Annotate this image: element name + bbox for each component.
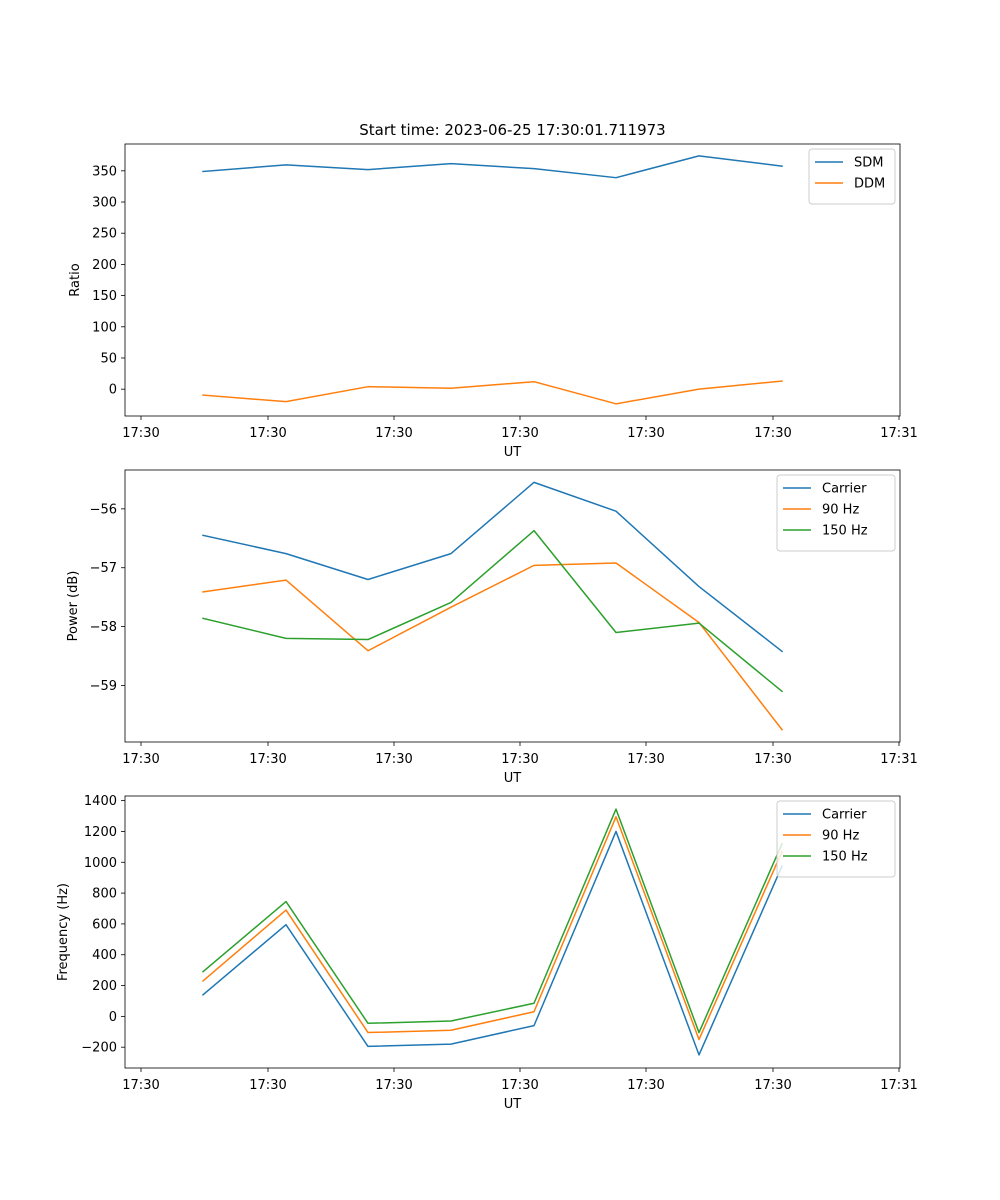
x-tick-label: 17:30 [627, 1078, 664, 1093]
y-tick-label: 1200 [84, 825, 117, 840]
y-tick-label: 1400 [84, 794, 117, 809]
legend: SDM DDM [808, 148, 896, 205]
series-line-ddm [202, 380, 783, 405]
legend-label: DDM [854, 177, 885, 192]
series-group [202, 481, 784, 731]
axes-frame [124, 143, 901, 417]
x-tick-label: 17:30 [375, 1078, 412, 1093]
x-tick-label: 17:30 [375, 426, 412, 441]
y-axis-label: Frequency (Hz) [56, 883, 71, 981]
series-line-150-hz [202, 529, 784, 693]
chart-panel-3: 17:30 17:30 17:30 17:30 17:30 17:30 17:31 −200 0… [56, 794, 918, 1112]
x-axis-label: UT [504, 1097, 522, 1112]
y-tick-label: 250 [92, 227, 117, 242]
y-tick-label: 400 [92, 948, 117, 963]
series-line-carrier [201, 830, 783, 1056]
y-tick-label: 600 [92, 917, 117, 932]
y-tick-label: −58 [90, 620, 117, 635]
y-tick-label: 350 [92, 164, 117, 179]
x-tick-label: 17:30 [249, 1078, 286, 1093]
x-tick-label: 17:30 [249, 426, 286, 441]
y-tick-label: 50 [100, 351, 117, 366]
y-tick-label: 0 [109, 383, 117, 398]
chart-panel-1: 17:30 17:30 17:30 17:30 17:30 17:30 17:31 0 50 10… [68, 121, 918, 460]
y-tick-label: 200 [92, 979, 117, 994]
chart-panel-2: 17:30 17:30 17:30 17:30 17:30 17:30 17:31 −59 −5… [66, 469, 918, 786]
y-tick-label: 800 [92, 887, 117, 902]
x-tick-label: 17:30 [501, 752, 538, 767]
x-tick-label: 17:30 [122, 426, 159, 441]
y-tick-label: −200 [81, 1041, 117, 1056]
legend-label: 150 Hz [822, 524, 868, 539]
y-axis-label: Ratio [68, 263, 83, 296]
legend-label: 90 Hz [822, 503, 859, 518]
series-group [202, 155, 783, 405]
y-axis-label: Power (dB) [66, 571, 81, 642]
x-tick-label: 17:31 [880, 1078, 917, 1093]
axes-frame [124, 795, 901, 1069]
x-tick-label: 17:31 [880, 426, 917, 441]
series-line-150-hz [201, 808, 783, 1034]
x-tick-label: 17:30 [754, 752, 791, 767]
legend-box [776, 800, 896, 878]
x-tick-label: 17:30 [754, 1078, 791, 1093]
y-tick-label: 0 [109, 1010, 117, 1025]
axes-frame [124, 469, 901, 743]
legend: Carrier 90 Hz 150 Hz [776, 474, 896, 552]
x-tick-label: 17:30 [501, 1078, 538, 1093]
y-tick-label: 150 [92, 289, 117, 304]
x-tick-label: 17:30 [122, 752, 159, 767]
x-tick-label: 17:30 [627, 426, 664, 441]
series-group [201, 808, 783, 1056]
series-line-90-hz [201, 816, 783, 1041]
x-tick-label: 17:30 [375, 752, 412, 767]
legend-box [776, 474, 896, 552]
x-tick-label: 17:30 [122, 1078, 159, 1093]
legend-label: SDM [854, 156, 883, 171]
x-tick-label: 17:30 [627, 752, 664, 767]
series-line-carrier [202, 481, 784, 653]
y-tick-label: −59 [90, 679, 117, 694]
x-axis-label: UT [504, 771, 522, 786]
legend-label: Carrier [822, 808, 867, 823]
y-tick-label: 100 [92, 320, 117, 335]
x-tick-label: 17:30 [754, 426, 791, 441]
x-tick-label: 17:30 [501, 426, 538, 441]
legend-label: 90 Hz [822, 829, 859, 844]
y-tick-label: 300 [92, 196, 117, 211]
x-axis-label: UT [504, 445, 522, 460]
series-line-sdm [202, 155, 783, 179]
y-tick-label: 1000 [84, 856, 117, 871]
legend-label: 150 Hz [822, 850, 868, 865]
y-tick-label: −57 [90, 561, 117, 576]
legend-label: Carrier [822, 482, 867, 497]
series-line-90-hz [202, 562, 784, 731]
legend: Carrier 90 Hz 150 Hz [776, 800, 896, 878]
x-tick-label: 17:31 [880, 752, 917, 767]
y-tick-label: 200 [92, 258, 117, 273]
x-tick-label: 17:30 [249, 752, 286, 767]
y-tick-label: −56 [90, 502, 117, 517]
chart-title: Start time: 2023-06-25 17:30:01.711973 [359, 121, 665, 139]
